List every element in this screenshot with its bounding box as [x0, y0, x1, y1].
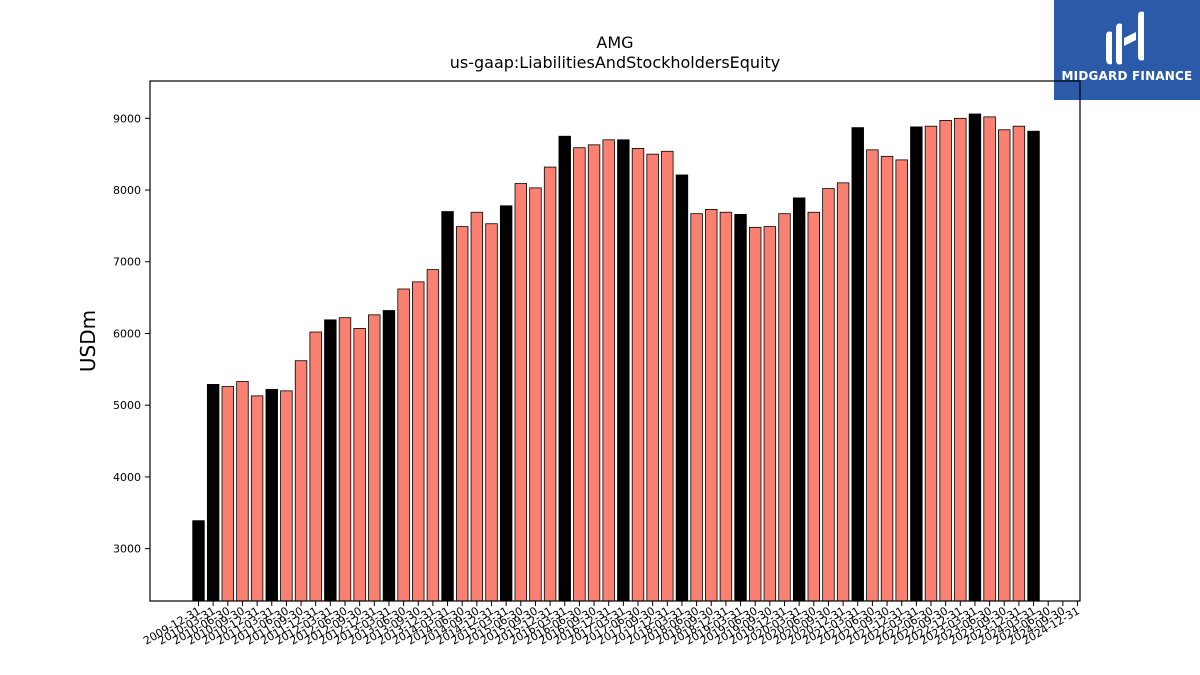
bar-2011-12-31 [309, 331, 322, 602]
bar-2016-03-31 [558, 135, 571, 602]
brand-logo: MIDGARD FINANCE [1054, 0, 1200, 100]
bar-2017-09-30 [646, 153, 659, 602]
bar-2017-12-31 [661, 150, 674, 602]
bar-2018-03-31 [675, 174, 689, 602]
bar-2021-03-31 [851, 127, 864, 602]
bar-2018-06-30 [690, 213, 703, 602]
y-tick-label: 4000 [113, 471, 141, 484]
bar-2020-12-31 [836, 182, 850, 602]
bar-2013-03-31 [382, 310, 396, 602]
bar-2014-09-30 [470, 211, 484, 602]
y-tick-label: 3000 [113, 543, 141, 556]
bar-2012-06-30 [338, 317, 352, 602]
y-tick-label: 5000 [113, 399, 141, 412]
bar-2015-06-30 [514, 183, 528, 602]
bar-2010-03-31 [206, 383, 220, 602]
bar-2019-06-30 [749, 226, 762, 602]
y-tick-label: 7000 [113, 256, 141, 269]
bar-2016-09-30 [587, 144, 601, 602]
bar-2016-06-30 [573, 147, 586, 602]
y-tick-label: 9000 [113, 112, 141, 125]
bar-2019-03-31 [734, 214, 747, 602]
bar-2014-03-31 [441, 211, 454, 602]
bar-2020-06-30 [807, 211, 821, 602]
bar-2021-06-30 [866, 149, 879, 602]
bar-2022-03-31 [910, 126, 923, 602]
brand-logo-icon [1106, 11, 1144, 65]
x-axis: 2009-12-312010-03-312010-06-302010-09-30… [141, 601, 1082, 648]
bar-2024-03-31 [1027, 130, 1040, 602]
bar-2011-03-31 [265, 389, 278, 602]
bar-2021-12-31 [895, 159, 908, 602]
bar-2009-12-31 [192, 520, 205, 602]
bar-2014-12-31 [485, 223, 498, 602]
plot-frame [149, 80, 1081, 602]
bar-2014-06-30 [455, 226, 469, 602]
bar-2011-09-30 [294, 360, 308, 602]
bar-2019-12-31 [778, 213, 791, 602]
bar-2015-03-31 [499, 205, 513, 602]
bar-2015-09-30 [529, 187, 542, 602]
bar-2017-03-31 [617, 139, 630, 602]
bar-2017-06-30 [631, 148, 645, 602]
bar-2012-09-30 [353, 328, 366, 602]
bar-2018-09-30 [705, 208, 718, 602]
bar-2010-12-31 [250, 395, 264, 602]
y-axis: 3000 4000 5000 6000 7000 8000 9000 [113, 112, 150, 556]
chart-title: AMG [596, 33, 633, 52]
bar-2018-12-31 [719, 211, 733, 602]
bar-2023-03-31 [968, 113, 982, 602]
bar-2023-09-30 [998, 129, 1011, 602]
bar-2011-06-30 [280, 390, 293, 602]
brand-name: MIDGARD FINANCE [1061, 69, 1193, 83]
y-tick-label: 8000 [113, 184, 141, 197]
bar-2023-06-30 [983, 116, 996, 602]
chart-subtitle: us-gaap:LiabilitiesAndStockholdersEquity [450, 53, 781, 72]
bar-2020-09-30 [822, 188, 835, 602]
bar-2016-12-31 [602, 139, 615, 602]
bar-2022-06-30 [924, 125, 938, 602]
y-axis-label: USDm [76, 310, 100, 372]
bar-2022-12-31 [954, 117, 967, 602]
bar-2013-06-30 [397, 288, 410, 602]
bar-2020-03-31 [792, 197, 806, 602]
bar-2013-09-30 [412, 281, 425, 602]
bar-2010-09-30 [236, 381, 249, 602]
bar-2023-12-31 [1012, 125, 1026, 602]
bar-2015-12-31 [543, 166, 557, 602]
bar-2019-09-30 [763, 226, 777, 602]
bars-group [192, 113, 1040, 602]
bar-2013-12-31 [426, 269, 440, 602]
bar-2010-06-30 [221, 386, 235, 602]
bar-2012-03-31 [324, 319, 337, 602]
bar-2022-09-30 [939, 120, 952, 602]
bar-2021-09-30 [880, 155, 894, 602]
bar-2012-12-31 [368, 314, 381, 602]
y-tick-label: 6000 [113, 327, 141, 340]
